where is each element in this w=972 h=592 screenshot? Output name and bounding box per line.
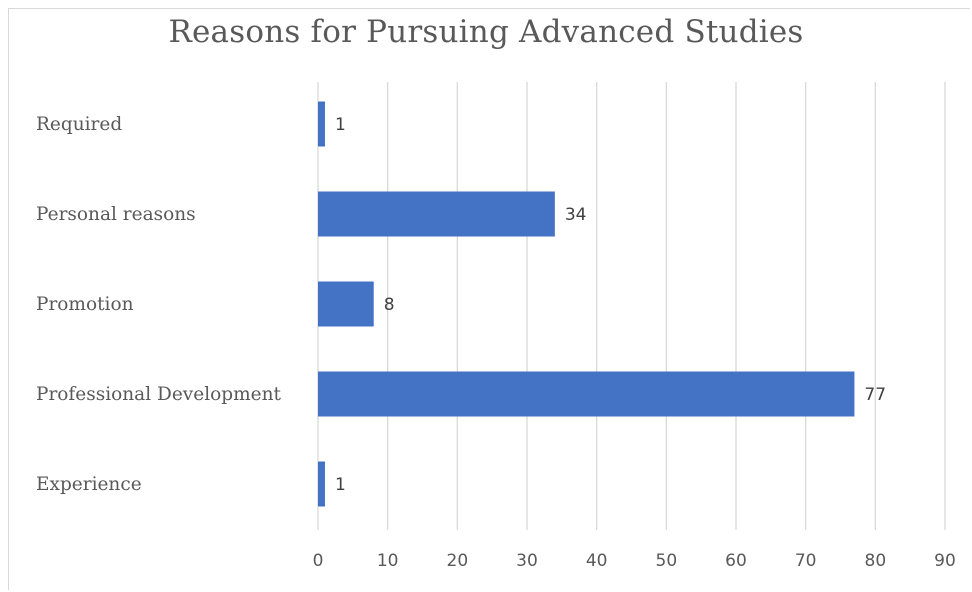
data-label: 34 — [565, 205, 587, 225]
data-label: 77 — [864, 385, 886, 405]
x-tick-label: 20 — [447, 551, 469, 571]
data-label: 1 — [335, 115, 346, 135]
category-label: Personal reasons — [36, 204, 196, 225]
bar — [318, 101, 325, 147]
x-tick-label: 40 — [586, 551, 608, 571]
data-labels: 1 34 8 77 1 — [335, 115, 886, 495]
data-label: 8 — [384, 295, 395, 315]
bar — [318, 191, 555, 237]
bar — [318, 281, 374, 327]
x-tick-label: 70 — [795, 551, 817, 571]
x-tick-label: 60 — [725, 551, 747, 571]
x-tick-label: 90 — [934, 551, 956, 571]
x-tick-label: 30 — [516, 551, 538, 571]
chart-title: Reasons for Pursuing Advanced Studies — [168, 14, 804, 50]
bars — [318, 101, 855, 507]
data-label: 1 — [335, 475, 346, 495]
category-label: Professional Development — [36, 384, 281, 405]
x-tick-label: 80 — [865, 551, 887, 571]
gridlines — [317, 82, 946, 530]
category-label: Required — [36, 114, 122, 135]
x-tick-label: 10 — [377, 551, 399, 571]
chart-area — [8, 8, 970, 590]
category-label: Promotion — [36, 294, 134, 315]
x-tick-label: 50 — [656, 551, 678, 571]
bar — [318, 371, 855, 417]
bar — [318, 461, 325, 507]
category-labels: Required Personal reasons Promotion Profess… — [36, 114, 281, 495]
category-label: Experience — [36, 474, 142, 495]
x-tick-label: 0 — [313, 551, 324, 571]
x-axis-tick-labels: 0 10 20 30 40 50 60 70 80 90 — [313, 551, 956, 571]
